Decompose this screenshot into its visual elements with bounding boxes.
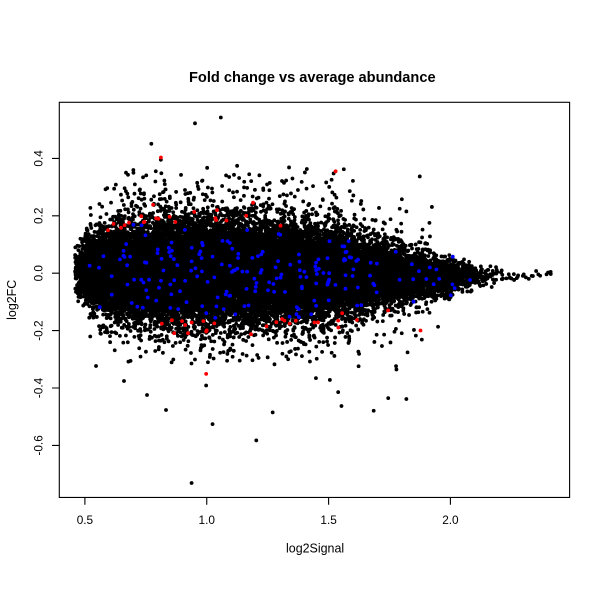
svg-text:-0.6: -0.6	[31, 435, 45, 456]
svg-text:2.0: 2.0	[442, 513, 459, 527]
svg-text:log2FC: log2FC	[5, 280, 19, 320]
svg-text:1.0: 1.0	[199, 513, 216, 527]
svg-text:0.4: 0.4	[31, 150, 45, 167]
svg-text:0.0: 0.0	[31, 265, 45, 282]
svg-text:0.2: 0.2	[31, 208, 45, 224]
svg-text:log2Signal: log2Signal	[286, 542, 344, 556]
svg-text:1.5: 1.5	[320, 513, 337, 527]
svg-text:0.5: 0.5	[77, 513, 94, 527]
svg-text:Fold change vs average abundan: Fold change vs average abundance	[189, 70, 436, 86]
svg-text:-0.2: -0.2	[31, 320, 45, 340]
svg-text:-0.4: -0.4	[31, 377, 45, 398]
